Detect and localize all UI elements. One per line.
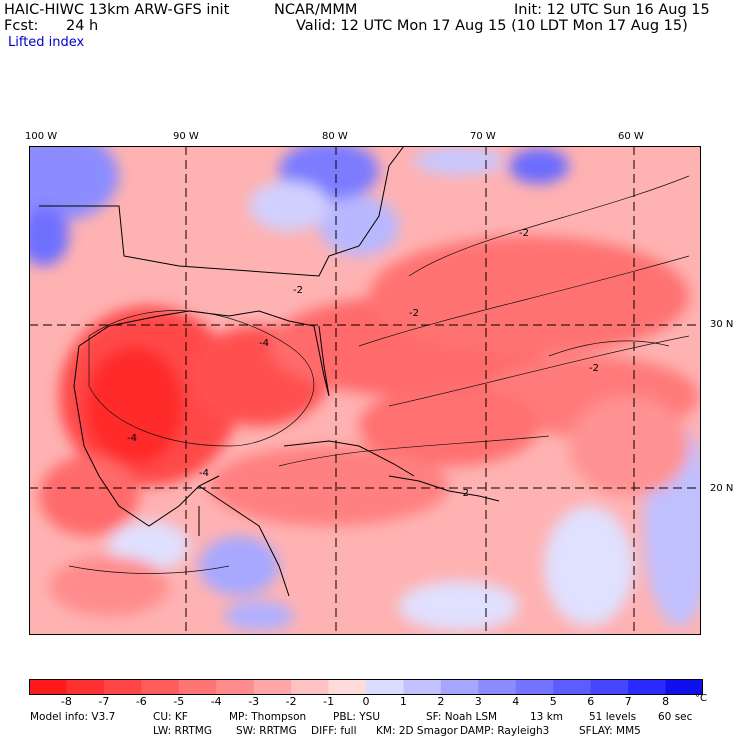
colorbar-tick-label: 8 [662, 695, 670, 708]
colorbar-swatch [515, 679, 554, 695]
footer-sf: SF: Noah LSM [426, 711, 498, 723]
footer-cu: CU: KF [153, 711, 188, 723]
org-label: NCAR/MMM [274, 2, 358, 18]
contour-label: -2 [409, 308, 419, 319]
map-frame [29, 146, 701, 635]
colorbar-swatch [440, 679, 479, 695]
colorbar-unit: °C [695, 693, 707, 704]
colorbar-swatch [553, 679, 592, 695]
footer-resolution: 13 km [530, 711, 564, 723]
footer-model-info: Model info: V3.7 [30, 711, 116, 723]
footer-sflay: SFLAY: MM5 [579, 725, 641, 737]
footer-damp: DAMP: Rayleigh3 [460, 725, 550, 737]
colorbar-swatch [291, 679, 330, 695]
lon-label-80w: 80 W [322, 131, 348, 142]
colorbar-tick-label: 3 [474, 695, 482, 708]
contour-label: -2 [519, 228, 529, 239]
contour-label: -4 [199, 468, 209, 479]
contour-label: -2 [589, 363, 599, 374]
colorbar-tick-label: 4 [512, 695, 520, 708]
footer-mp: MP: Thompson [229, 711, 307, 723]
colorbar-tick-label: -6 [135, 695, 147, 708]
colorbar-tick-label: -7 [98, 695, 110, 708]
colorbar-tick-label: -3 [248, 695, 260, 708]
contour-label: -2 [459, 488, 469, 499]
lon-label-90w: 90 W [173, 131, 199, 142]
field-name: Lifted index [8, 35, 85, 50]
footer-km: KM: 2D Smagor [376, 725, 458, 737]
lon-label-70w: 70 W [470, 131, 496, 142]
colorbar-frame [29, 679, 703, 695]
colorbar-swatch [178, 679, 217, 695]
lon-label-100w: 100 W [25, 131, 58, 142]
colorbar-swatch [253, 679, 292, 695]
colorbar-swatch [66, 679, 105, 695]
contour-lines [68, 175, 690, 574]
lon-label-60w: 60 W [618, 131, 644, 142]
contour-label: -4 [259, 338, 269, 349]
colorbar-tick-label: -4 [210, 695, 222, 708]
colorbar-swatch [403, 679, 442, 695]
colorbar-swatch [366, 679, 404, 695]
forecast-label: Fcst: [4, 18, 39, 34]
colorbar-swatch [628, 679, 667, 695]
field-shading [29, 146, 701, 631]
footer-sw: SW: RRTMG [236, 725, 297, 737]
contour-label: -2 [293, 285, 303, 296]
footer-diff: DIFF: full [311, 725, 357, 737]
colorbar-tick-label: 2 [437, 695, 445, 708]
colorbar-tick-label: 5 [549, 695, 557, 708]
colorbar-tick-label: 6 [587, 695, 595, 708]
colorbar-tick-label: -2 [285, 695, 297, 708]
contour-label: -4 [127, 433, 137, 444]
colorbar-swatch [328, 679, 367, 695]
valid-time: Valid: 12 UTC Mon 17 Aug 15 (10 LDT Mon … [296, 18, 688, 34]
colorbar-swatch [665, 679, 703, 695]
lifted-index-map: -2 -2 -2 -2 -4 -4 -4 -2 [29, 146, 701, 635]
colorbar-swatch [216, 679, 255, 695]
lat-label-20n: 20 N [710, 483, 734, 494]
colorbar-swatch [141, 679, 180, 695]
colorbar-tick-label: 0 [362, 695, 370, 708]
colorbar-tick-label: 1 [399, 695, 407, 708]
footer-lw: LW: RRTMG [153, 725, 212, 737]
colorbar-tick-label: -8 [60, 695, 72, 708]
colorbar-tick-label: -5 [173, 695, 185, 708]
footer-levels: 51 levels [589, 711, 637, 723]
lat-label-30n: 30 N [710, 319, 734, 330]
forecast-hour: 24 h [66, 18, 99, 34]
colorbar-swatch [29, 679, 67, 695]
colorbar-swatch [478, 679, 517, 695]
colorbar-tick-label: -1 [323, 695, 335, 708]
footer-timestep: 60 sec [658, 711, 693, 723]
colorbar-swatch [590, 679, 629, 695]
model-title: HAIC-HIWC 13km ARW-GFS init [4, 2, 230, 18]
coastlines [39, 146, 500, 597]
colorbar [29, 679, 703, 695]
init-time: Init: 12 UTC Sun 16 Aug 15 [514, 2, 710, 18]
lat-lon-grid [29, 146, 701, 635]
colorbar-swatch [103, 679, 142, 695]
colorbar-tick-label: 7 [624, 695, 632, 708]
footer-pbl: PBL: YSU [333, 711, 381, 723]
contour-label-group: -2 -2 -2 -2 -4 -4 -4 -2 [127, 228, 599, 499]
